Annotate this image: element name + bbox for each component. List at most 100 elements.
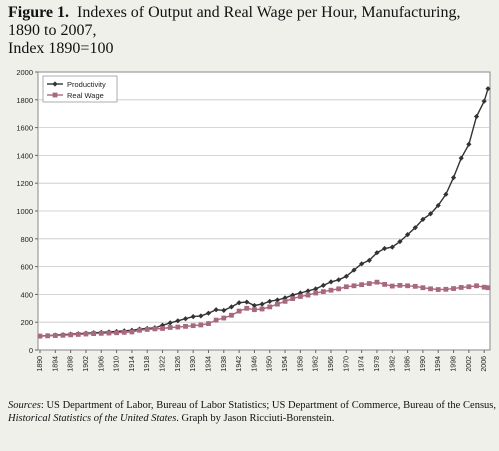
productivity-point (167, 320, 173, 326)
x-tick-label: 1898 (68, 356, 75, 372)
legend-label: Real Wage (67, 91, 104, 100)
productivity-point (427, 211, 434, 217)
productivity-point (412, 225, 418, 231)
real-wage-point (297, 294, 303, 299)
real-wage-point (60, 332, 66, 338)
x-tick-label: 1938 (221, 356, 228, 372)
x-tick-label: 1994 (435, 356, 442, 372)
productivity-point (374, 250, 380, 256)
real-wage-point (152, 326, 158, 332)
productivity-point (236, 300, 242, 306)
productivity-point (336, 277, 342, 283)
productivity-point (473, 113, 480, 120)
real-wage-point (236, 308, 242, 314)
real-wage-point (320, 289, 326, 295)
real-wage-point (206, 321, 211, 326)
real-wage-point (282, 298, 288, 304)
real-wage-point (106, 330, 112, 336)
title-line-1: Indexes of Output and Real Wage per Hour… (77, 4, 461, 21)
x-tick-label: 1986 (405, 356, 412, 372)
productivity-point (190, 314, 196, 320)
real-wage-point (183, 323, 188, 329)
real-wage-point (366, 281, 372, 286)
productivity-point (320, 282, 326, 288)
x-tick-label: 1950 (267, 356, 274, 372)
real-wage-point (91, 331, 97, 336)
real-wage-point (144, 327, 150, 332)
real-wage-point (244, 305, 250, 311)
x-tick-label: 1926 (175, 356, 182, 372)
x-tick-label: 1946 (251, 356, 258, 372)
real-wage-point (305, 292, 311, 298)
line-chart: 0 200 400 600 800 1000 1200 1400 1600 1800 2000 189… (16, 68, 491, 372)
real-wage-point (75, 332, 81, 337)
real-wage-point (351, 283, 357, 289)
productivity-point (443, 191, 449, 197)
x-tick-label: 1998 (451, 356, 458, 372)
sources-note: Sources: US Department of Labor, Bureau … (8, 400, 496, 425)
real-wage-point (343, 284, 349, 290)
title-line-3: Index 1890=100 (8, 40, 114, 57)
real-wage-point (68, 332, 74, 338)
real-wage-point (458, 285, 464, 290)
productivity-point (435, 202, 441, 209)
productivity-point (297, 290, 303, 296)
x-tick-label: 1958 (297, 356, 304, 372)
real-wage-point (252, 307, 257, 313)
real-wage-point (428, 286, 433, 292)
x-tick-label: 1894 (52, 356, 59, 372)
x-tick-label: 1982 (389, 356, 396, 372)
real-wage-point (221, 315, 227, 321)
real-wage-point (397, 282, 403, 288)
real-wage-point (175, 324, 181, 330)
legend-box (42, 75, 118, 103)
x-tick-label: 1918 (144, 356, 151, 372)
productivity-point (221, 307, 227, 313)
real-wage-point (160, 326, 165, 331)
x-tick-label: 1978 (374, 356, 381, 372)
x-tick-label: 1990 (420, 356, 427, 372)
x-tick-label: 1910 (114, 356, 121, 372)
x-tick-label: 2006 (481, 356, 488, 372)
real-wage-point (213, 317, 219, 323)
y-tick-label: 400 (20, 290, 33, 299)
title-line-2: 1890 to 2007, (8, 22, 97, 39)
productivity-point (175, 318, 181, 324)
real-wage-point (389, 283, 395, 289)
chart-area: 0 200 400 600 800 1000 1200 1400 1600 1800 2000 189… (6, 66, 494, 401)
sources-text-1: : US Department of Labor, Bureau of Labo… (40, 400, 496, 411)
real-wage-point (443, 286, 449, 292)
real-wage-point (137, 327, 142, 333)
x-tick-label: 1942 (236, 356, 243, 372)
productivity-point (198, 313, 204, 319)
sources-text-2: . Graph by Jason Ricciuti-Borenstein. (176, 412, 335, 424)
y-tick-label: 200 (20, 318, 33, 327)
y-tick-label: 600 (20, 263, 33, 272)
real-wage-point (485, 285, 491, 291)
real-wage-point (405, 283, 410, 289)
real-wage-point (481, 284, 487, 290)
y-tick-label: 1000 (16, 207, 33, 216)
real-wage-point (45, 333, 51, 339)
real-wage-point (412, 283, 418, 289)
real-wage-point (336, 286, 342, 292)
y-tick-label: 2000 (16, 68, 33, 77)
x-tick-label: 1930 (190, 356, 197, 372)
x-tick-label: 1966 (328, 356, 335, 372)
real-wage-point (313, 290, 319, 296)
x-tick-label: 1914 (129, 356, 136, 372)
real-wage-point (83, 331, 89, 337)
y-tick-label: 800 (20, 235, 33, 244)
productivity-point (382, 245, 388, 252)
productivity-point (485, 86, 491, 92)
y-tick-label: 1400 (16, 151, 33, 160)
real-wage-point (114, 330, 119, 336)
productivity-point (404, 232, 411, 238)
real-wage-point (435, 287, 441, 292)
x-tick-label: 1934 (205, 356, 212, 372)
sources-book-title: Historical Statistics of the United Stat… (8, 412, 177, 424)
sources-lead: Sources (8, 400, 41, 411)
productivity-point (466, 141, 472, 147)
productivity-point (397, 238, 403, 245)
productivity-point (420, 216, 426, 222)
